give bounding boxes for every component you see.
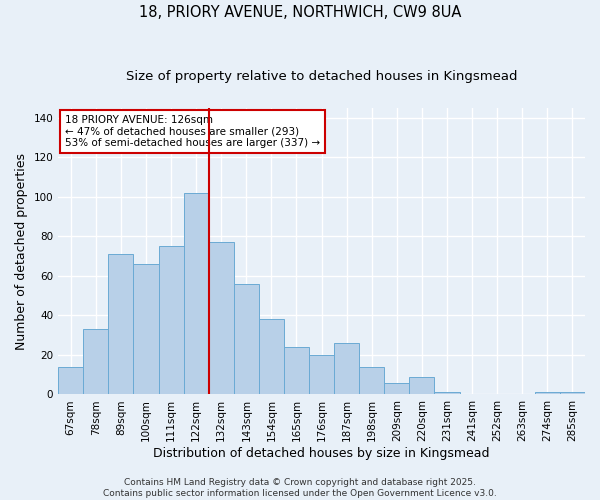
Bar	[184, 193, 209, 394]
Title: Size of property relative to detached houses in Kingsmead: Size of property relative to detached ho…	[126, 70, 517, 83]
X-axis label: Distribution of detached houses by size in Kingsmead: Distribution of detached houses by size …	[154, 447, 490, 460]
Bar	[385, 382, 409, 394]
Bar	[284, 347, 309, 395]
Bar	[560, 392, 585, 394]
Bar	[409, 376, 434, 394]
Bar	[109, 254, 133, 394]
Bar	[234, 284, 259, 395]
Text: Contains HM Land Registry data © Crown copyright and database right 2025.
Contai: Contains HM Land Registry data © Crown c…	[103, 478, 497, 498]
Text: 18, PRIORY AVENUE, NORTHWICH, CW9 8UA: 18, PRIORY AVENUE, NORTHWICH, CW9 8UA	[139, 5, 461, 20]
Bar	[309, 355, 334, 395]
Bar	[209, 242, 234, 394]
Bar	[83, 329, 109, 394]
Bar	[359, 367, 385, 394]
Bar	[334, 343, 359, 394]
Bar	[133, 264, 158, 394]
Y-axis label: Number of detached properties: Number of detached properties	[15, 152, 28, 350]
Bar	[434, 392, 460, 394]
Text: 18 PRIORY AVENUE: 126sqm
← 47% of detached houses are smaller (293)
53% of semi-: 18 PRIORY AVENUE: 126sqm ← 47% of detach…	[65, 114, 320, 148]
Bar	[259, 320, 284, 394]
Bar	[158, 246, 184, 394]
Bar	[535, 392, 560, 394]
Bar	[58, 367, 83, 394]
